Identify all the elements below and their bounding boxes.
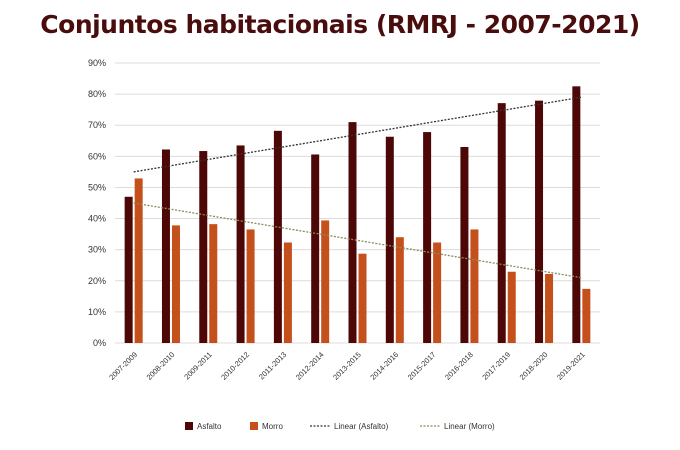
bar-morro bbox=[470, 229, 479, 343]
y-tick-label: 90% bbox=[88, 58, 106, 68]
x-tick-label: 2011-2013 bbox=[257, 350, 288, 381]
bar-asfalto bbox=[497, 103, 506, 343]
x-tick-label: 2014-2016 bbox=[368, 350, 400, 382]
x-tick-label: 2010-2012 bbox=[219, 350, 251, 382]
x-tick-label: 2015-2017 bbox=[406, 350, 438, 382]
bar-morro bbox=[171, 225, 180, 343]
y-tick-label: 70% bbox=[88, 120, 106, 130]
bar-asfalto bbox=[423, 132, 432, 343]
y-tick-label: 40% bbox=[88, 214, 106, 224]
x-tick-label: 2012-2014 bbox=[294, 350, 326, 382]
bar-morro bbox=[246, 229, 255, 343]
x-tick-label: 2017-2019 bbox=[480, 350, 512, 382]
bar-asfalto bbox=[385, 136, 394, 343]
bar-morro bbox=[433, 242, 442, 343]
trendline bbox=[133, 202, 582, 279]
trendline bbox=[133, 96, 582, 173]
bar-asfalto bbox=[161, 149, 170, 343]
x-tick-label: 2018-2020 bbox=[518, 350, 550, 382]
y-tick-label: 20% bbox=[88, 276, 106, 286]
bar-asfalto bbox=[535, 100, 544, 344]
y-tick-label: 50% bbox=[88, 182, 106, 192]
legend-swatch bbox=[185, 422, 193, 430]
bar-morro bbox=[582, 288, 591, 343]
bar-morro bbox=[395, 237, 404, 343]
y-tick-label: 60% bbox=[88, 151, 106, 161]
x-tick-label: 2008-2010 bbox=[145, 350, 177, 382]
y-tick-label: 10% bbox=[88, 307, 106, 317]
legend-swatch bbox=[250, 422, 258, 430]
x-tick-label: 2007-2009 bbox=[107, 350, 139, 382]
bar-morro bbox=[283, 242, 292, 343]
y-tick-label: 0% bbox=[93, 338, 106, 348]
legend-label: Morro bbox=[262, 422, 283, 431]
bar-morro bbox=[321, 220, 330, 343]
bar-asfalto bbox=[460, 147, 469, 343]
bar-morro bbox=[134, 178, 143, 343]
x-tick-label: 2009-2011 bbox=[182, 350, 213, 381]
bar-asfalto bbox=[311, 154, 320, 343]
y-tick-label: 80% bbox=[88, 89, 106, 99]
bar-asfalto bbox=[572, 86, 581, 343]
legend-label: Linear (Morro) bbox=[444, 422, 495, 431]
bar-asfalto bbox=[124, 196, 133, 343]
chart-title: Conjuntos habitacionais (RMRJ - 2007-202… bbox=[40, 10, 640, 39]
bar-morro bbox=[209, 224, 218, 343]
y-tick-label: 30% bbox=[88, 245, 106, 255]
x-tick-label: 2019-2021 bbox=[555, 350, 587, 382]
bar-asfalto bbox=[199, 151, 208, 343]
bar-asfalto bbox=[273, 130, 282, 343]
bar-morro bbox=[545, 273, 554, 343]
x-tick-label: 2013-2015 bbox=[331, 350, 363, 382]
legend-label: Linear (Asfalto) bbox=[334, 422, 389, 431]
bar-asfalto bbox=[348, 122, 357, 343]
bar-morro bbox=[507, 271, 516, 343]
bar-asfalto bbox=[236, 145, 245, 343]
x-tick-label: 2016-2018 bbox=[443, 350, 475, 382]
bar-morro bbox=[358, 253, 367, 343]
legend-label: Asfalto bbox=[197, 422, 222, 431]
